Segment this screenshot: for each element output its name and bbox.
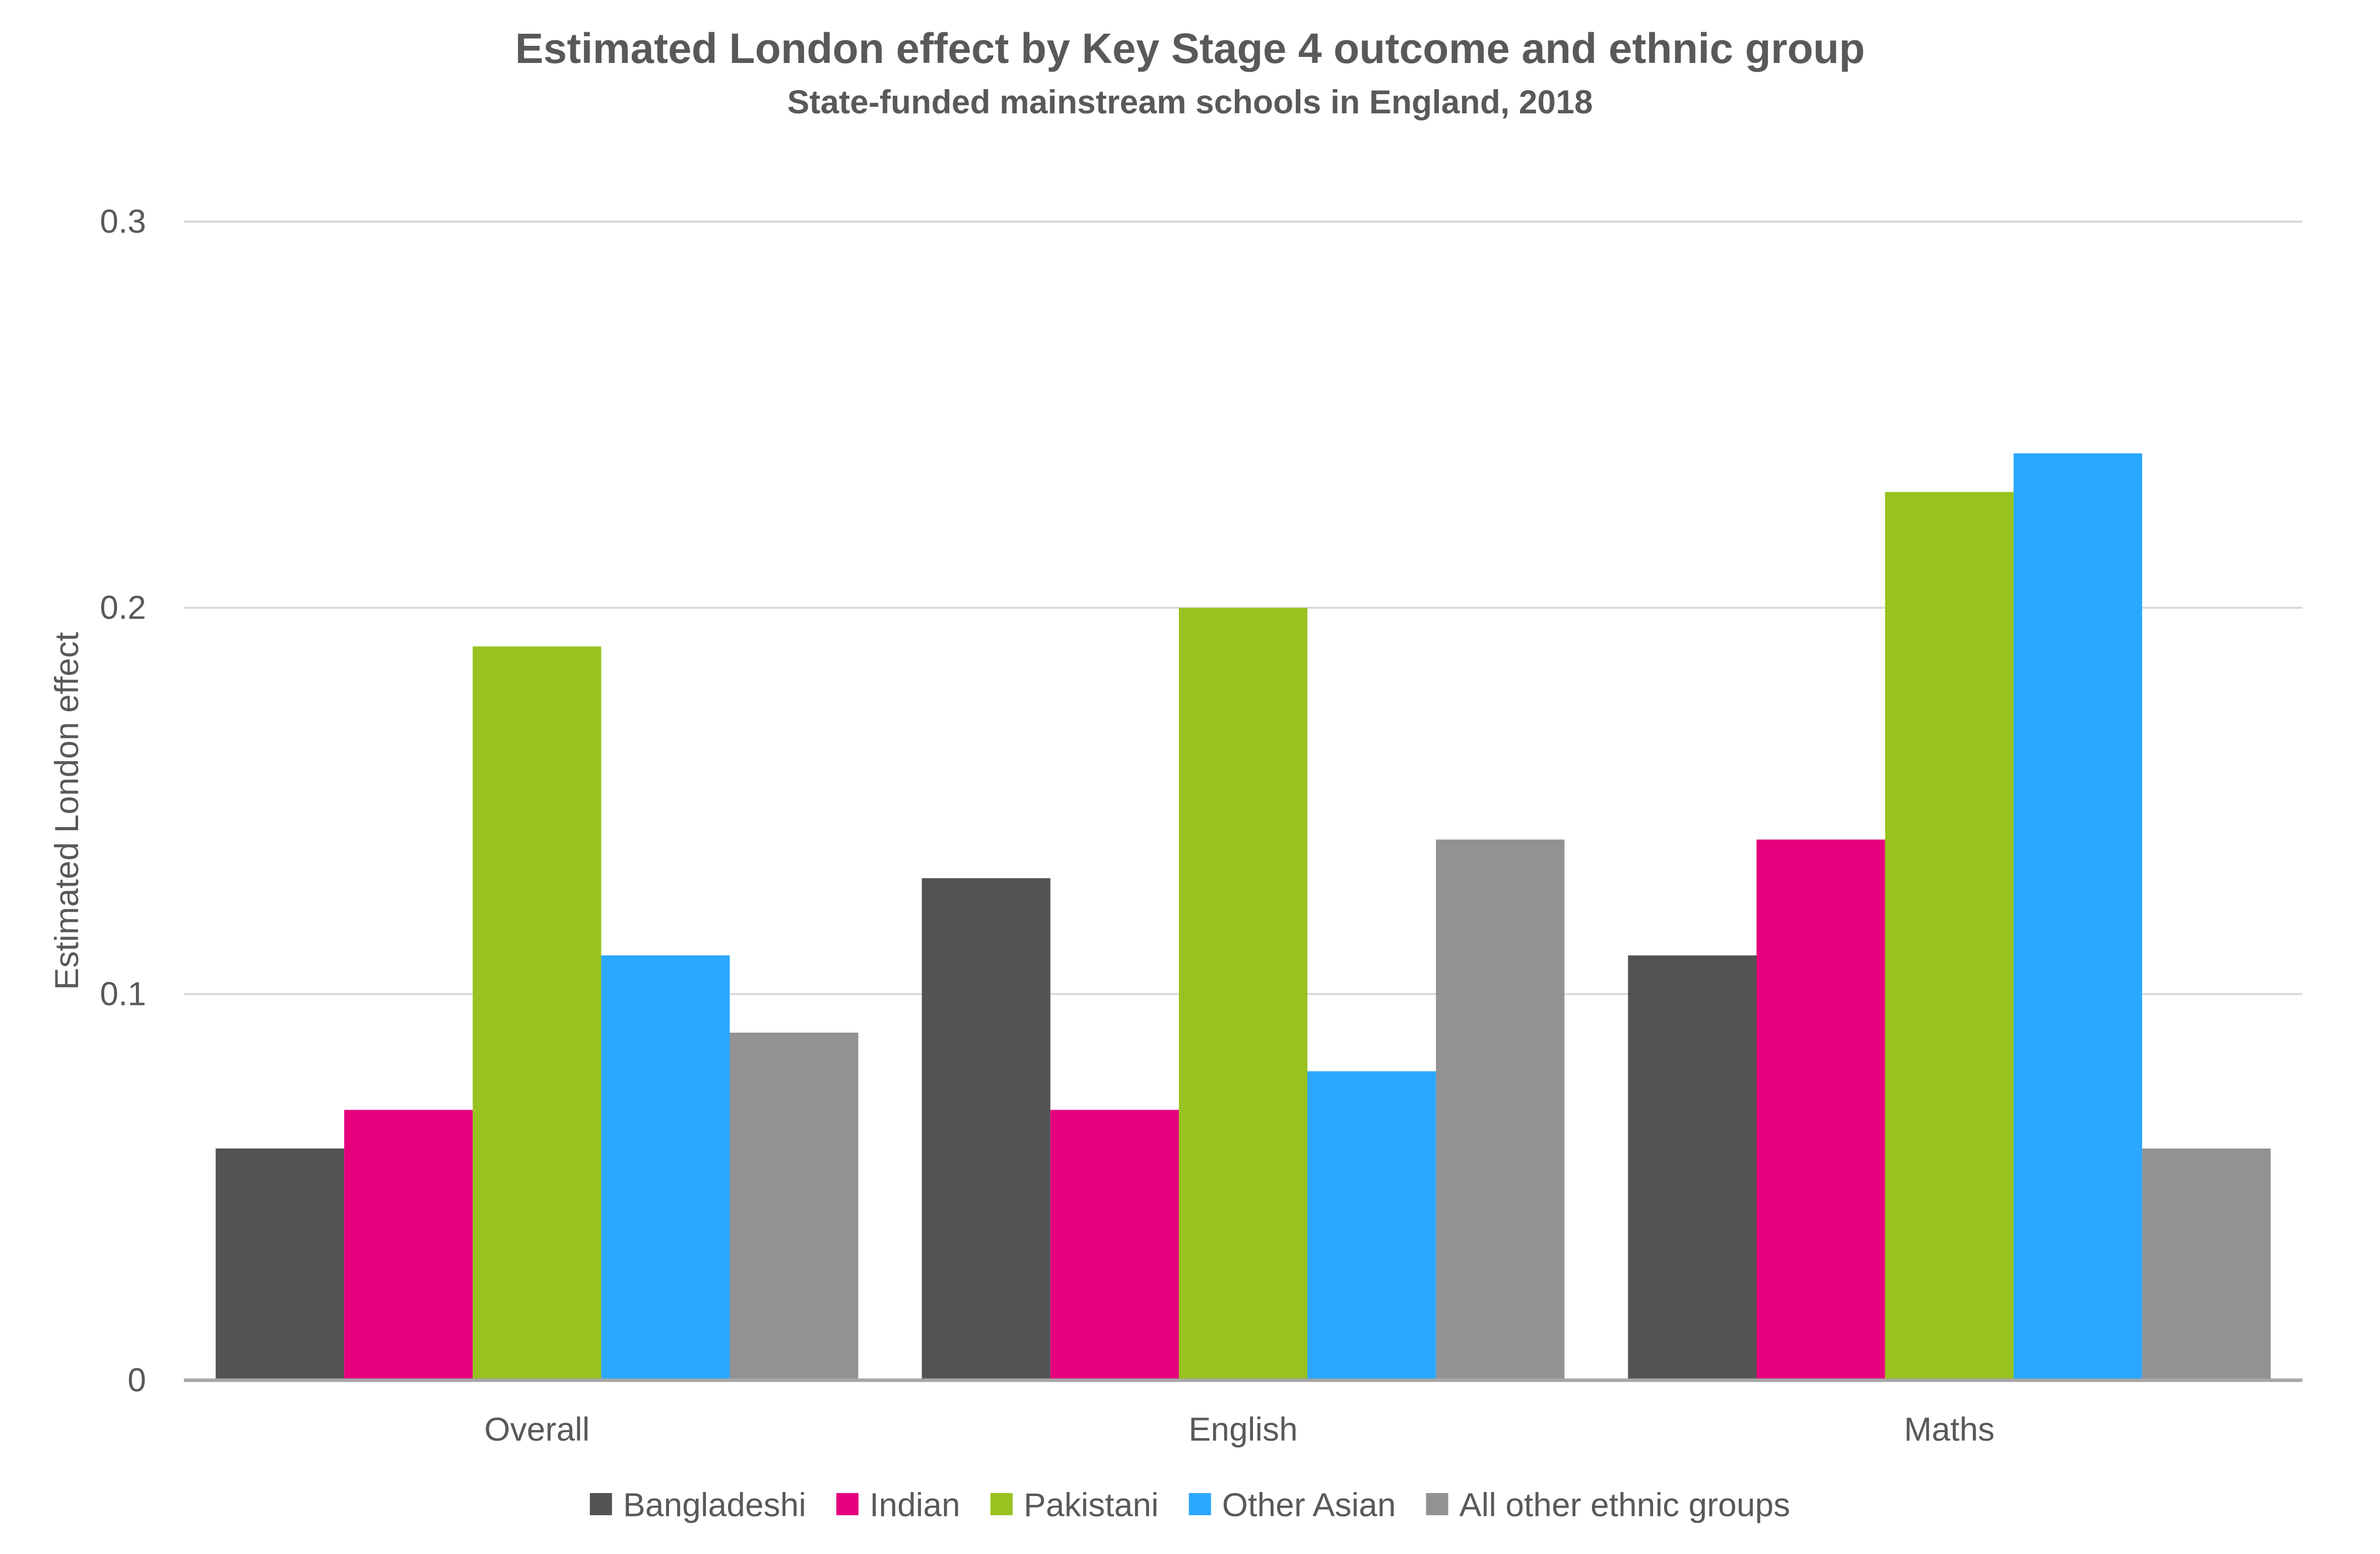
bar-indian-maths xyxy=(1756,839,1885,1380)
bar-pakistani-english xyxy=(1178,607,1308,1380)
legend-label-bangladeshi: Bangladeshi xyxy=(623,1486,806,1523)
chart-subtitle: State-funded mainstream schools in Engla… xyxy=(787,83,1593,120)
legend-label-other-asian: Other Asian xyxy=(1222,1486,1396,1523)
x-tick-label: English xyxy=(1188,1410,1297,1448)
legend-swatch-pakistani xyxy=(990,1493,1013,1515)
legend-swatch-all-other-ethnic-groups xyxy=(1426,1493,1448,1515)
x-tick-label: Overall xyxy=(484,1410,589,1448)
y-tick-label: 0 xyxy=(127,1361,146,1398)
y-axis-label: Estimated London effect xyxy=(48,632,85,990)
bar-bangladeshi-maths xyxy=(1628,955,1757,1380)
bar-other-asian-maths xyxy=(2013,453,2142,1380)
bar-all-other-ethnic-groups-maths xyxy=(2142,1148,2271,1380)
legend-swatch-indian xyxy=(836,1493,859,1515)
bar-all-other-ethnic-groups-overall xyxy=(730,1033,858,1380)
bar-bangladeshi-overall xyxy=(216,1148,345,1380)
legend-swatch-other-asian xyxy=(1188,1493,1211,1515)
legend-label-indian: Indian xyxy=(870,1486,960,1523)
bar-bangladeshi-english xyxy=(921,878,1050,1380)
legend-label-pakistani: Pakistani xyxy=(1024,1486,1159,1523)
bar-pakistani-overall xyxy=(473,646,602,1380)
y-tick-label: 0.3 xyxy=(100,202,146,240)
legend-label-all-other-ethnic-groups: All other ethnic groups xyxy=(1460,1486,1791,1523)
x-tick-label: Maths xyxy=(1904,1410,1995,1448)
axes: 0 0.1 0.2 0.3 Overall English Maths xyxy=(100,202,2302,1448)
bar-all-other-ethnic-groups-english xyxy=(1436,839,1565,1380)
legend: Bangladeshi Indian Pakistani Other Asian All… xyxy=(589,1486,1791,1523)
y-tick-label: 0.2 xyxy=(100,589,146,626)
y-tick-label: 0.1 xyxy=(100,975,146,1012)
bar-other-asian-english xyxy=(1307,1071,1436,1380)
bar-indian-overall xyxy=(344,1110,473,1380)
bars xyxy=(216,453,2271,1380)
legend-swatch-bangladeshi xyxy=(589,1493,612,1515)
bar-pakistani-maths xyxy=(1885,492,2014,1380)
bar-indian-english xyxy=(1050,1110,1179,1380)
chart-title: Estimated London effect by Key Stage 4 o… xyxy=(515,25,1865,72)
bar-other-asian-overall xyxy=(601,955,730,1380)
